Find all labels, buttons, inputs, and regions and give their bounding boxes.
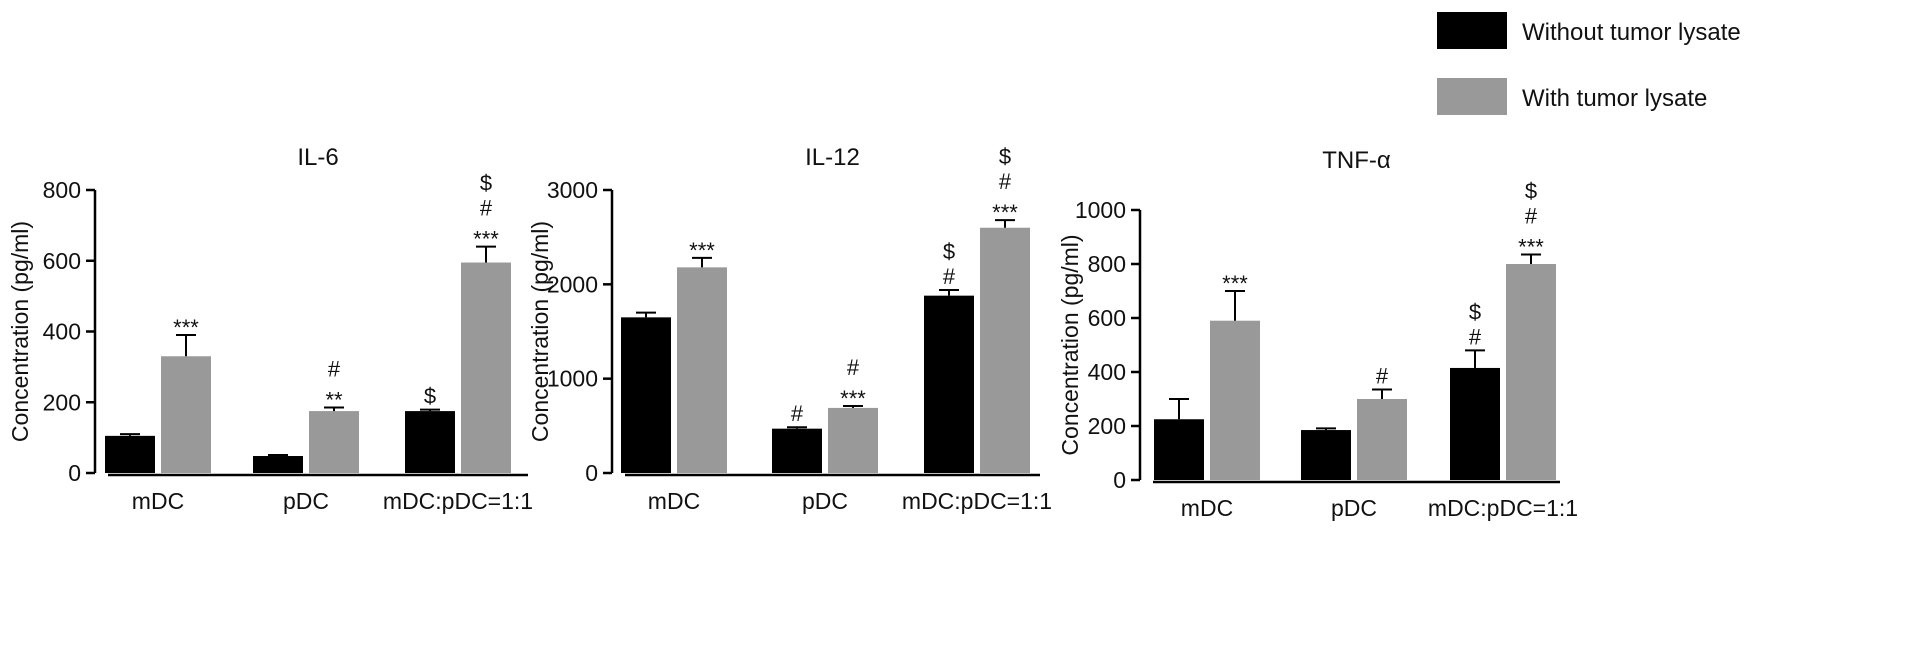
significance-marker: $ — [424, 384, 436, 409]
y-tick-label: 600 — [43, 248, 81, 274]
significance-marker: $ — [943, 239, 955, 264]
y-tick-label: 1000 — [1075, 197, 1126, 223]
chart-title: TNF-α — [1322, 147, 1391, 174]
bar-with-1 — [1357, 399, 1407, 480]
significance-marker: *** — [840, 386, 866, 411]
significance-marker: # — [1525, 204, 1538, 229]
y-tick-label: 2000 — [547, 271, 598, 297]
y-tick-label: 0 — [1113, 467, 1126, 493]
significance-marker: *** — [473, 227, 499, 252]
bar-with-0 — [161, 356, 211, 473]
bar-without-1 — [253, 456, 303, 473]
y-tick-label: 800 — [1088, 251, 1126, 277]
x-category-label: mDC — [132, 488, 184, 514]
significance-marker: $ — [1525, 179, 1537, 204]
significance-marker: *** — [1222, 271, 1248, 296]
bar-without-1 — [772, 428, 822, 473]
significance-marker: # — [480, 196, 493, 221]
significance-marker: # — [847, 355, 860, 380]
y-tick-label: 200 — [43, 389, 81, 415]
significance-marker: # — [1469, 324, 1482, 349]
bar-without-2 — [405, 411, 455, 473]
legend-swatch-with — [1437, 78, 1507, 115]
significance-marker: # — [1376, 364, 1389, 389]
legend-label-with: With tumor lysate — [1522, 85, 1707, 112]
x-category-label: mDC:pDC=1:1 — [902, 488, 1052, 514]
legend-swatch-without — [1437, 12, 1507, 49]
bar-without-0 — [105, 435, 155, 473]
bar-with-0 — [1210, 320, 1260, 480]
y-tick-label: 3000 — [547, 177, 598, 203]
bar-with-0 — [677, 267, 727, 473]
significance-marker: # — [943, 264, 956, 289]
legend-label-without: Without tumor lysate — [1522, 19, 1741, 46]
y-tick-label: 200 — [1088, 413, 1126, 439]
x-category-label: mDC:pDC=1:1 — [1428, 495, 1578, 521]
significance-marker: $ — [480, 171, 492, 196]
chart-panel-3: TNF-α Concentration (pg/ml) 0 200 400 600 800 1… — [1057, 147, 1578, 521]
bar-with-1 — [309, 411, 359, 473]
significance-marker: *** — [1518, 235, 1544, 260]
chart-panel-2: IL-12 Concentration (pg/ml) 0 1000 2000 3000 m… — [527, 144, 1052, 514]
x-category-label: pDC — [802, 488, 848, 514]
y-tick-label: 400 — [43, 319, 81, 345]
y-tick-label: 600 — [1088, 305, 1126, 331]
y-axis-label: Concentration (pg/ml) — [1057, 234, 1083, 455]
x-category-label: mDC — [1181, 495, 1233, 521]
x-category-label: pDC — [283, 488, 329, 514]
bar-with-2 — [461, 262, 511, 473]
significance-marker: # — [999, 169, 1012, 194]
bar-with-2 — [1506, 264, 1556, 480]
legend: Without tumor lysate With tumor lysate — [1437, 12, 1741, 115]
y-tick-label: 400 — [1088, 359, 1126, 385]
significance-marker: *** — [689, 238, 715, 263]
chart-panels: IL-6 Concentration (pg/ml) 0 200 400 600 800 mD… — [7, 144, 1578, 521]
bar-without-0 — [621, 317, 671, 473]
significance-marker: $ — [999, 144, 1011, 169]
x-category-label: pDC — [1331, 495, 1377, 521]
significance-marker: *** — [173, 315, 199, 340]
y-axis-label: Concentration (pg/ml) — [7, 221, 33, 442]
significance-marker: # — [791, 401, 804, 426]
bar-with-1 — [828, 407, 878, 473]
y-tick-label: 0 — [68, 460, 81, 486]
y-tick-label: 800 — [43, 177, 81, 203]
significance-marker: ** — [325, 388, 343, 413]
bar-without-2 — [1450, 367, 1500, 480]
significance-marker: $ — [1469, 299, 1481, 324]
chart-title: IL-12 — [805, 144, 860, 171]
significance-marker: *** — [992, 200, 1018, 225]
bar-without-0 — [1154, 419, 1204, 480]
x-category-label: mDC — [648, 488, 700, 514]
y-axis-label: Concentration (pg/ml) — [527, 221, 553, 442]
x-category-label: mDC:pDC=1:1 — [383, 488, 533, 514]
y-tick-label: 0 — [585, 460, 598, 486]
bar-with-2 — [980, 227, 1030, 473]
chart-title: IL-6 — [297, 144, 338, 171]
bar-without-2 — [924, 295, 974, 473]
chart-panel-1: IL-6 Concentration (pg/ml) 0 200 400 600 800 mD… — [7, 144, 533, 514]
bar-without-1 — [1301, 430, 1351, 480]
significance-marker: # — [328, 357, 341, 382]
y-tick-label: 1000 — [547, 366, 598, 392]
